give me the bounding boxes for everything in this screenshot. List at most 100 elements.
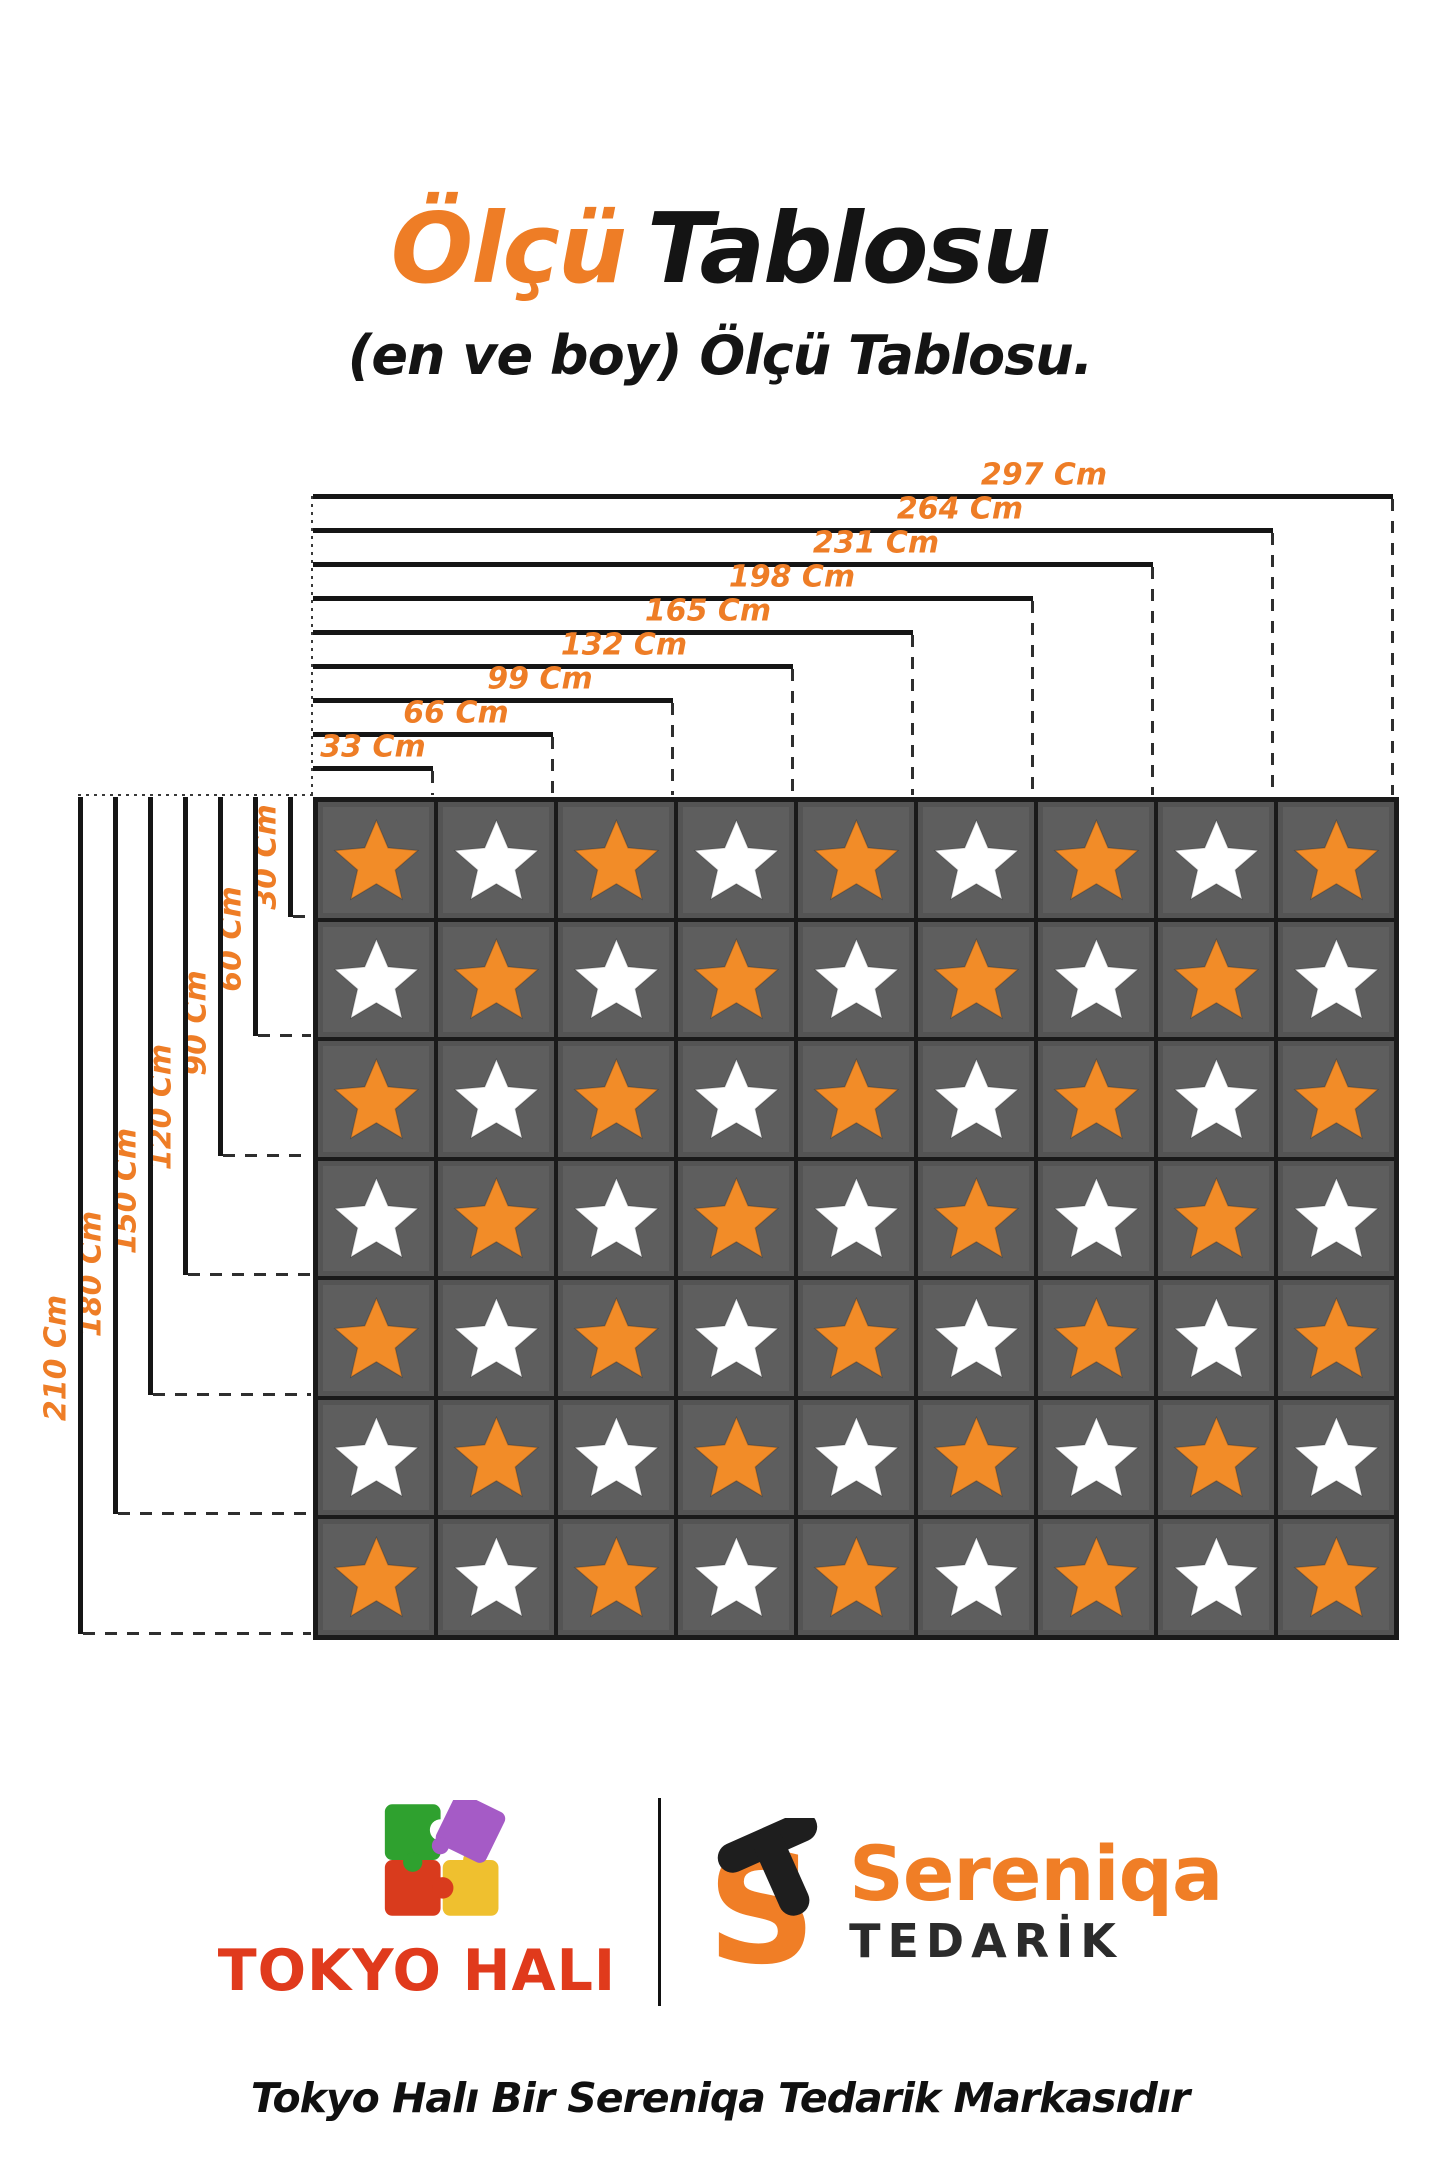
star-icon xyxy=(692,818,779,901)
mat-tile xyxy=(796,1397,916,1518)
mat-tile xyxy=(916,1278,1036,1398)
width-label: 66 Cm xyxy=(403,695,509,731)
mat-tile xyxy=(556,1397,676,1518)
width-label: 297 Cm xyxy=(980,457,1108,493)
mat-tile xyxy=(1276,919,1396,1040)
width-label: 33 Cm xyxy=(320,729,426,765)
mat-tile xyxy=(556,800,676,920)
star-icon xyxy=(572,1416,660,1498)
star-icon xyxy=(1052,818,1139,901)
mat-tile xyxy=(796,800,916,920)
mat-tile xyxy=(1036,1397,1156,1518)
mat-tile xyxy=(556,1158,676,1279)
width-line xyxy=(313,664,793,669)
page-title-rest: Tablosu xyxy=(647,192,1051,305)
tokyo-hali-wordmark: TOKYO HALI xyxy=(217,1938,617,2004)
star-icon xyxy=(572,1535,659,1618)
star-icon xyxy=(332,1296,419,1379)
width-label: 231 Cm xyxy=(812,525,940,561)
star-icon xyxy=(572,1057,659,1140)
page-title: Ölçü Tablosu xyxy=(0,195,1440,303)
mat-tile xyxy=(796,1158,916,1279)
mat-tile xyxy=(916,919,1036,1040)
width-extent-dash xyxy=(431,771,434,795)
mat-tile xyxy=(316,919,436,1040)
star-icon xyxy=(572,937,660,1020)
star-icon xyxy=(452,1296,539,1379)
height-label: 210 Cm xyxy=(38,1294,74,1422)
width-label: 99 Cm xyxy=(487,661,593,697)
star-icon xyxy=(932,1535,1019,1618)
mat-tile xyxy=(436,1397,556,1518)
puzzle-piece-purple xyxy=(431,1800,506,1863)
frame-dotted-vertical xyxy=(311,496,313,797)
mat-tile xyxy=(1036,800,1156,920)
width-line xyxy=(313,562,1153,567)
star-icon xyxy=(1172,1057,1259,1140)
mat-tile xyxy=(436,800,556,920)
height-line xyxy=(78,797,83,1634)
mat-tile xyxy=(1276,1039,1396,1159)
star-icon xyxy=(692,1296,779,1379)
mat-tile xyxy=(436,1517,556,1637)
frame-dotted-horizontal xyxy=(78,794,313,796)
width-line xyxy=(313,528,1273,533)
star-icon xyxy=(932,1296,1019,1379)
width-extent-dash xyxy=(1031,601,1034,795)
mat-tile xyxy=(916,800,1036,920)
height-extent-dash xyxy=(293,914,311,918)
star-icon xyxy=(1292,1176,1380,1259)
star-icon xyxy=(692,1535,779,1618)
width-extent-dash xyxy=(911,635,914,795)
star-icon xyxy=(452,818,539,901)
mat-tile xyxy=(1276,1278,1396,1398)
star-icon xyxy=(572,1176,660,1259)
height-extent-dash xyxy=(83,1632,311,1635)
height-line xyxy=(218,797,223,1156)
star-icon xyxy=(452,937,540,1020)
star-icon xyxy=(332,818,419,901)
star-icon xyxy=(692,1416,780,1498)
height-extent-dash xyxy=(258,1034,311,1038)
star-icon xyxy=(1052,1296,1139,1379)
mat-tile xyxy=(676,1158,796,1279)
mat-tile xyxy=(556,1039,676,1159)
star-icon xyxy=(932,818,1019,901)
star-icon xyxy=(932,937,1020,1020)
mat-tile xyxy=(556,1517,676,1637)
star-icon xyxy=(1172,818,1259,901)
mat-tile xyxy=(1156,1158,1276,1279)
mat-tile xyxy=(916,1397,1036,1518)
page-subtitle: (en ve boy) Ölçü Tablosu. xyxy=(347,324,1094,387)
brand-divider xyxy=(658,1798,662,2006)
puzzle-pieces-icon xyxy=(384,1800,506,1916)
star-icon xyxy=(332,937,420,1020)
star-icon xyxy=(932,1057,1019,1140)
star-icon xyxy=(1172,1416,1260,1498)
star-icon xyxy=(812,818,899,901)
mat-tile xyxy=(316,1158,436,1279)
mat-tile xyxy=(1156,919,1276,1040)
width-line xyxy=(313,732,553,737)
star-icon xyxy=(572,818,659,901)
mat-tile xyxy=(1036,919,1156,1040)
width-extent-dash xyxy=(1271,533,1274,795)
star-icon xyxy=(332,1416,420,1498)
mat-tile xyxy=(1276,1517,1396,1637)
width-label: 165 Cm xyxy=(644,593,772,629)
mat-tile xyxy=(1036,1278,1156,1398)
width-label: 264 Cm xyxy=(896,491,1024,527)
mat-tile xyxy=(1276,1158,1396,1279)
height-line xyxy=(183,797,188,1276)
width-line xyxy=(313,596,1033,601)
footer-tagline: Tokyo Halı Bir Sereniqa Tedarik Markasıd… xyxy=(250,2074,1190,2122)
star-icon xyxy=(812,1416,900,1498)
star-icon xyxy=(1292,1057,1379,1140)
star-icon xyxy=(692,1057,779,1140)
mat-tile xyxy=(1156,1397,1276,1518)
width-line xyxy=(313,494,1393,499)
star-icon xyxy=(452,1176,540,1259)
height-extent-dash xyxy=(153,1392,311,1396)
mat-tile xyxy=(436,1158,556,1279)
star-icon xyxy=(452,1057,539,1140)
